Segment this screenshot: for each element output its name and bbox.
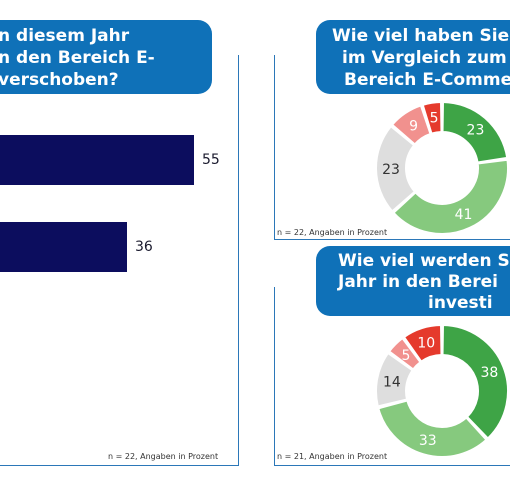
- top-right-panel-note: n = 22, Angaben in Prozent: [277, 228, 388, 237]
- donut1-slice-2: [375, 124, 417, 213]
- top-right-panel-title: Wie viel haben Sie im Vergleich zum Bere…: [316, 20, 510, 94]
- left-panel-title: n diesem Jahr n den Bereich E- verschobe…: [0, 20, 212, 94]
- donut1-label-3: 9: [409, 119, 418, 135]
- donut2-label-1: 33: [419, 433, 437, 449]
- bottom-right-panel-frame: [274, 287, 510, 466]
- top-right-title-line-2: im Vergleich zum: [342, 48, 507, 68]
- donut2-slice-2: [375, 351, 414, 408]
- donut2-slice-1: [377, 399, 488, 458]
- donut1-slice-1: [392, 158, 509, 235]
- donut2-label-3: 5: [401, 348, 410, 364]
- left-panel-frame: [0, 55, 239, 466]
- bottom-right-panel-note: n = 21, Angaben in Prozent: [277, 452, 388, 461]
- bar-0: [0, 135, 194, 185]
- left-title-line-3: verschoben?: [0, 70, 119, 90]
- left-panel-note: n = 22, Angaben in Prozent: [108, 452, 219, 461]
- donut2-slice-4: [402, 323, 443, 363]
- donut2-label-0: 38: [481, 365, 499, 381]
- donut2-slice-3: [387, 336, 422, 371]
- donut2-label-4: 10: [417, 335, 435, 351]
- top-right-title-line-3: Bereich E-Comme: [344, 70, 510, 90]
- bottom-right-panel-title: Wie viel werden S Jahr in den Berei inve…: [316, 246, 510, 316]
- donut1-slice-3: [390, 104, 432, 146]
- bottom-right-title-line-3: investi: [428, 293, 493, 313]
- donut-chart-invested: 23 41 23 95: [375, 100, 509, 235]
- donut1-label-4: 5: [430, 111, 439, 127]
- top-right-title-line-1: Wie viel haben Sie: [332, 26, 510, 46]
- donut1-slice-0: [441, 100, 509, 164]
- bar-value-label-1: 36: [134, 239, 153, 255]
- bar-value-label-0: 55: [202, 152, 220, 168]
- donut1-label-2: 23: [382, 162, 400, 178]
- donut2-slice-0: [441, 323, 509, 440]
- bar-1: [0, 222, 127, 272]
- top-right-panel-frame: [274, 55, 510, 240]
- left-title-line-2: n den Bereich E-: [0, 48, 155, 68]
- donut1-slice-4: [421, 100, 443, 135]
- donut1-label-1: 41: [455, 207, 473, 223]
- left-title-line-1: n diesem Jahr: [0, 26, 130, 46]
- bottom-right-title-line-1: Wie viel werden S: [338, 251, 510, 271]
- donut1-label-0: 23: [467, 123, 485, 139]
- bottom-right-title-line-2: Jahr in den Berei: [338, 272, 498, 292]
- donut-chart-planned: 38 33 145 10: [375, 323, 509, 458]
- donut2-label-2: 14: [383, 374, 401, 390]
